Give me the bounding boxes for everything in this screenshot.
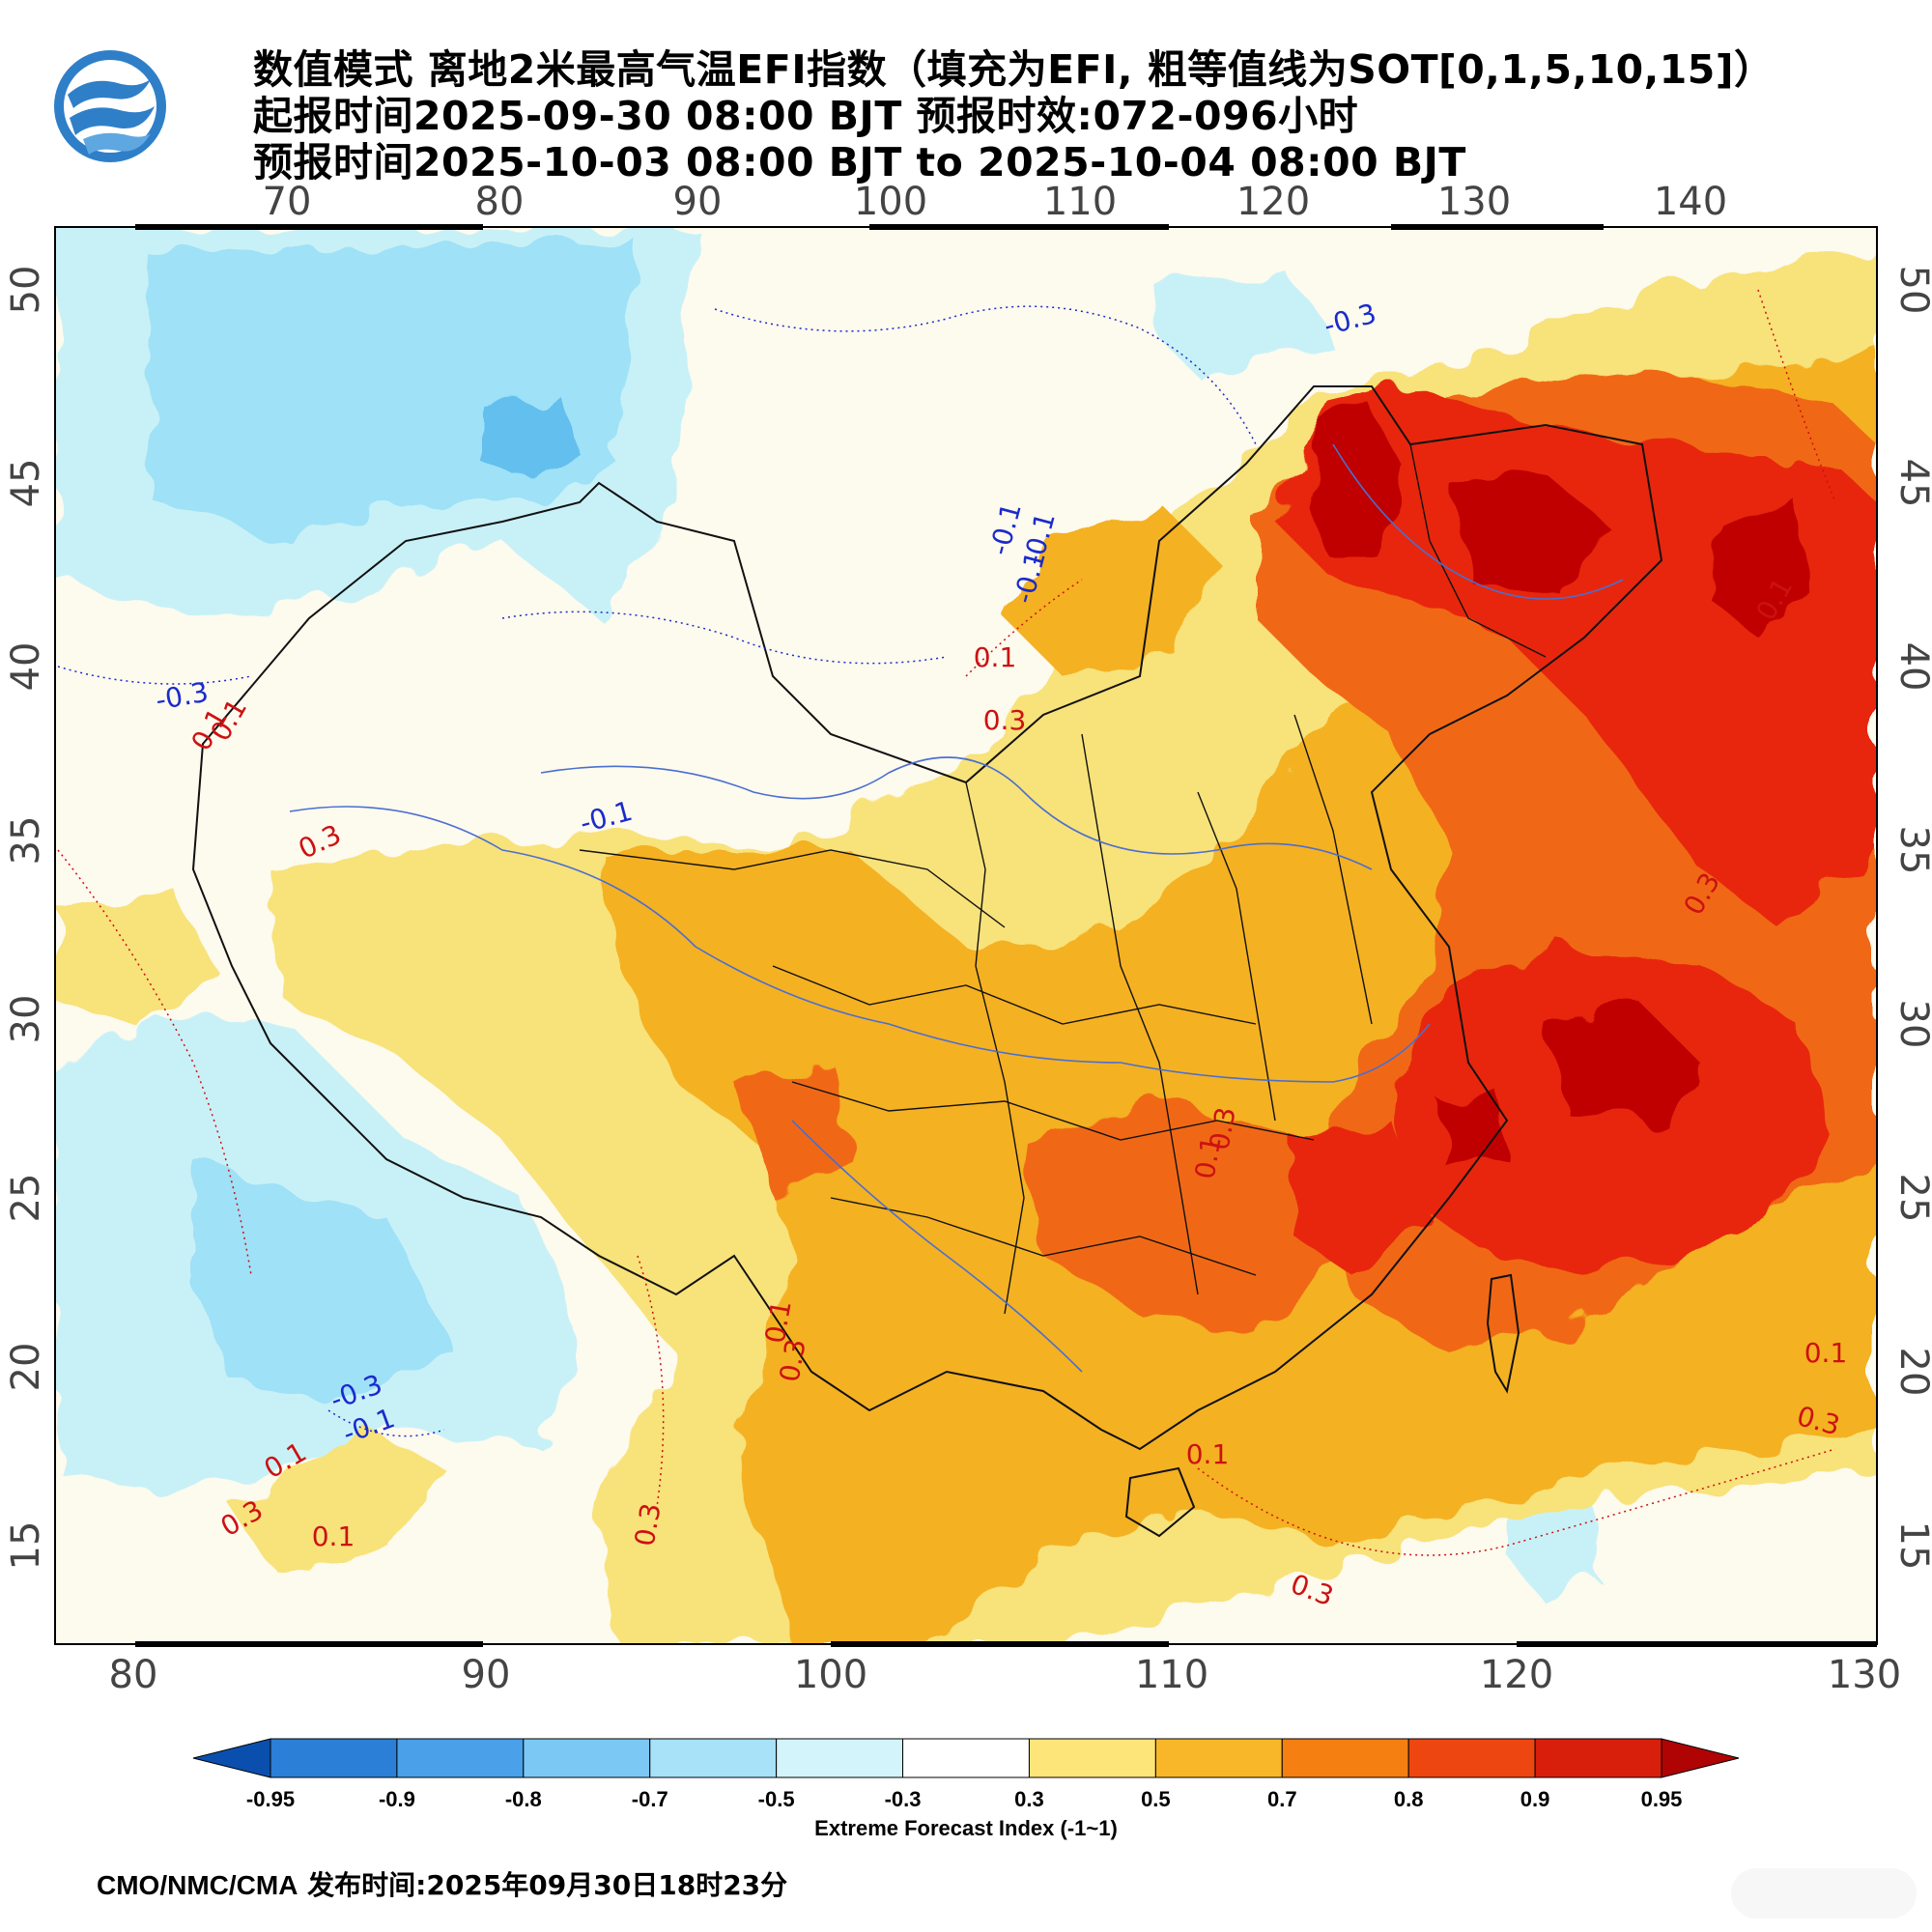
colorbar-tick-label: -0.9 xyxy=(379,1787,415,1811)
colorbar-swatch xyxy=(523,1738,651,1778)
left-lat-label: 25 xyxy=(4,1174,48,1223)
right-lat-label: 45 xyxy=(1891,459,1932,508)
top-lon-label: 140 xyxy=(1654,180,1727,224)
left-lat-label: 45 xyxy=(4,459,48,508)
bottom-lon-label: 80 xyxy=(109,1653,158,1697)
colorbar-swatch xyxy=(776,1738,904,1778)
colorbar-low-arrow xyxy=(192,1738,271,1778)
cma-logo-icon xyxy=(54,50,166,162)
right-lat-label: 25 xyxy=(1891,1174,1932,1223)
colorbar-high-arrow xyxy=(1661,1738,1740,1778)
colorbar-swatch xyxy=(1534,1738,1662,1778)
colorbar-tick-label: 0.8 xyxy=(1394,1787,1424,1811)
colorbar-tick-label: -0.5 xyxy=(758,1787,795,1811)
bottom-lon-label: 110 xyxy=(1135,1653,1208,1697)
contour-label: 0.1 xyxy=(1186,1438,1230,1470)
top-lon-label: 110 xyxy=(1043,180,1117,224)
colorbar-swatch xyxy=(1407,1738,1536,1778)
rivers xyxy=(289,443,1624,1373)
efi-fill xyxy=(55,227,1877,1644)
footer-issued-time: 发布时间:2025年09月30日18时23分 xyxy=(307,1869,788,1901)
left-latitude-labels: 50 45 40 35 30 25 20 15 xyxy=(4,266,48,1571)
colorbar-tick-label: 0.7 xyxy=(1267,1787,1297,1811)
top-lon-label: 130 xyxy=(1437,180,1511,224)
left-lat-label: 50 xyxy=(4,266,48,315)
right-lat-label: 30 xyxy=(1891,1000,1932,1049)
frame-tick-bars xyxy=(135,224,1877,1647)
colorbar-tick-label: -0.3 xyxy=(885,1787,922,1811)
contour-label: 0.1 xyxy=(1804,1337,1848,1369)
map-title-line1: 数值模式 离地2米最高气温EFI指数（填充为EFI, 粗等值线为SOT[0,1,… xyxy=(253,46,1775,93)
sot-contours-cool xyxy=(57,305,1257,1437)
colorbar-tick-label: 0.3 xyxy=(1014,1787,1044,1811)
colorbar-swatch xyxy=(902,1738,1030,1778)
colorbar-swatch xyxy=(649,1738,778,1778)
contour-label: 0.1 xyxy=(312,1520,355,1552)
footer: CMO/NMC/CMA 发布时间:2025年09月30日18时23分 xyxy=(97,1864,787,1903)
right-lat-label: 50 xyxy=(1891,266,1932,315)
colorbar-tick-label: -0.7 xyxy=(632,1787,668,1811)
country-boundary xyxy=(191,385,1663,1451)
top-lon-label: 100 xyxy=(854,180,927,224)
colorbar-swatch xyxy=(1154,1738,1283,1778)
sot-contours-warm xyxy=(57,289,1836,1556)
footer-source: CMO/NMC/CMA xyxy=(97,1870,298,1900)
colorbar-tick-label: 0.95 xyxy=(1641,1787,1683,1811)
contour-label: 0.1 xyxy=(974,641,1017,673)
left-lat-label: 40 xyxy=(4,642,48,692)
left-lat-label: 35 xyxy=(4,816,48,866)
bottom-lon-label: 120 xyxy=(1480,1653,1553,1697)
contour-label: 0.3 xyxy=(629,1501,668,1549)
right-lat-label: 35 xyxy=(1891,826,1932,875)
taiwan-island xyxy=(1486,1273,1520,1394)
right-lat-label: 20 xyxy=(1891,1348,1932,1397)
top-lon-label: 90 xyxy=(673,180,723,224)
right-latitude-labels: 50 45 40 35 30 25 20 15 xyxy=(1891,266,1932,1571)
top-longitude-labels: 70 80 90 100 110 120 130 140 xyxy=(263,180,1728,224)
contour-label: 0.1 xyxy=(1189,1134,1228,1182)
contour-label: 0.3 xyxy=(983,704,1027,736)
colorbar-tick-label: -0.95 xyxy=(246,1787,295,1811)
colorbar-swatch xyxy=(1281,1738,1409,1778)
bottom-lon-label: 90 xyxy=(462,1653,511,1697)
left-lat-label: 20 xyxy=(4,1343,48,1392)
top-lon-label: 120 xyxy=(1236,180,1310,224)
watermark-icon xyxy=(1731,1868,1917,1918)
top-lon-label: 70 xyxy=(263,180,312,224)
top-lon-label: 80 xyxy=(475,180,525,224)
colorbar-swatch xyxy=(270,1738,398,1778)
colorbar-tick-label: -0.8 xyxy=(505,1787,542,1811)
colorbar-tick-label: 0.9 xyxy=(1520,1787,1550,1811)
contour-label: 0.3 xyxy=(1204,1105,1242,1153)
bottom-lon-label: 130 xyxy=(1828,1653,1901,1697)
contour-label: 0.1 xyxy=(759,1298,798,1347)
bottom-lon-label: 100 xyxy=(794,1653,867,1697)
map-title-line2: 起报时间2025-09-30 08:00 BJT 预报时效:072-096小时 xyxy=(253,93,1359,139)
bottom-longitude-labels: 80 90 100 110 120 130 xyxy=(109,1653,1902,1697)
hainan-island xyxy=(1124,1466,1196,1538)
province-boundaries xyxy=(579,443,1547,1315)
contour-label: 0.3 xyxy=(774,1337,812,1385)
colorbar-tick-label: 0.5 xyxy=(1141,1787,1171,1811)
map-title-line3: 预报时间2025-10-03 08:00 BJT to 2025-10-04 0… xyxy=(253,139,1466,185)
left-lat-label: 15 xyxy=(4,1521,48,1571)
right-lat-label: 15 xyxy=(1891,1521,1932,1571)
colorbar-swatch xyxy=(1028,1738,1156,1778)
left-lat-label: 30 xyxy=(4,995,48,1044)
right-lat-label: 40 xyxy=(1891,642,1932,692)
colorbar-swatch xyxy=(396,1738,525,1778)
efi-colorbar: -0.95 -0.9 -0.8 -0.7 -0.5 -0.3 0.3 0.5 0.7 0.8 0.9… xyxy=(192,1738,1740,1811)
colorbar-title: Extreme Forecast Index (-1~1) xyxy=(814,1816,1118,1840)
